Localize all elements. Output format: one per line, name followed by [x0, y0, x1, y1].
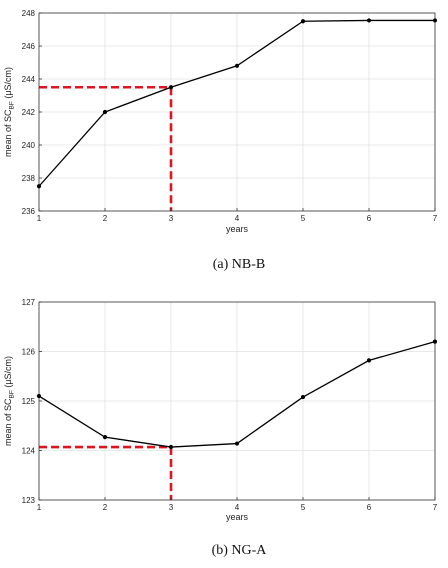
chart1-y-axis-label-sub: BF: [9, 101, 16, 109]
chart2-x-tick-label-6: 6: [367, 503, 372, 512]
chart2-x-tick-label-1: 1: [37, 503, 42, 512]
chart2-y-tick-label-127: 127: [22, 298, 36, 307]
chart2-y-tick-label-124: 124: [22, 447, 36, 456]
chart1-data-point-6: [366, 18, 372, 23]
chart1-x-tick-label-2: 2: [103, 214, 108, 223]
chart1-y-tick-label-236: 236: [22, 207, 36, 216]
chart1-y-axis-label-unit: (μS/cm): [3, 67, 13, 101]
chart2-x-tick-label-4: 4: [235, 503, 240, 512]
chart1-data-point-4: [234, 63, 240, 68]
chart2-y-tick-label-125: 125: [22, 397, 36, 406]
chart1-x-tick-label-7: 7: [433, 214, 438, 223]
chart2-y-tick-label-126: 126: [22, 348, 36, 357]
chart2-x-tick-label-7: 7: [433, 503, 438, 512]
chart1-x-tick-label-6: 6: [367, 214, 372, 223]
chart2-x-tick-label-2: 2: [103, 503, 108, 512]
chart2-data-point-7: [432, 339, 438, 344]
chart1-x-tick-label-3: 3: [169, 214, 174, 223]
chart1-y-tick-label-246: 246: [22, 42, 36, 51]
chart2-y-axis-label-main: mean of SC: [3, 398, 13, 446]
chart1-y-tick-label-248: 248: [22, 9, 36, 18]
chart2-data-point-5: [300, 394, 306, 400]
chart2-data-point-2: [102, 435, 108, 440]
chart1-y-axis-label-main: mean of SC: [3, 109, 13, 157]
chart2-y-axis-label-unit: (μS/cm): [3, 356, 13, 390]
chart2-data-point-6: [366, 358, 372, 363]
chart1-y-tick-label-244: 244: [22, 75, 36, 84]
chart2-caption: (b) NG-A: [212, 543, 268, 558]
chart1-x-tick-label-5: 5: [301, 214, 306, 223]
chart2-data-point-3: [168, 444, 174, 450]
chart1-data-point-1: [36, 184, 42, 189]
chart1-y-tick-label-238: 238: [22, 174, 36, 183]
chart2-x-axis-label: years: [226, 512, 249, 522]
chart1-y-axis-label: mean of SCBF (μS/cm): [3, 67, 16, 157]
chart2-y-axis-label: mean of SCBF (μS/cm): [3, 356, 16, 446]
chart1-x-tick-label-4: 4: [235, 214, 240, 223]
chart1-data-point-7: [432, 18, 438, 23]
chart1-caption: (a) NB-B: [213, 257, 266, 272]
chart1-data-point-3: [168, 85, 174, 90]
chart1-x-tick-label-1: 1: [37, 214, 42, 223]
chart2-x-tick-label-5: 5: [301, 503, 306, 512]
chart2-data-point-1: [36, 393, 42, 399]
chart2-data-point-4: [234, 441, 240, 446]
chart2-y-axis-label-sub: BF: [9, 390, 16, 398]
chart1-data-point-2: [102, 109, 108, 115]
chart1-x-axis-label: years: [226, 224, 249, 234]
chart1-y-tick-label-240: 240: [22, 141, 36, 150]
chart2-y-tick-label-123: 123: [22, 496, 36, 505]
chart2-x-tick-label-3: 3: [169, 503, 174, 512]
chart1-y-tick-label-242: 242: [22, 108, 36, 117]
chart1-data-point-5: [300, 19, 306, 24]
